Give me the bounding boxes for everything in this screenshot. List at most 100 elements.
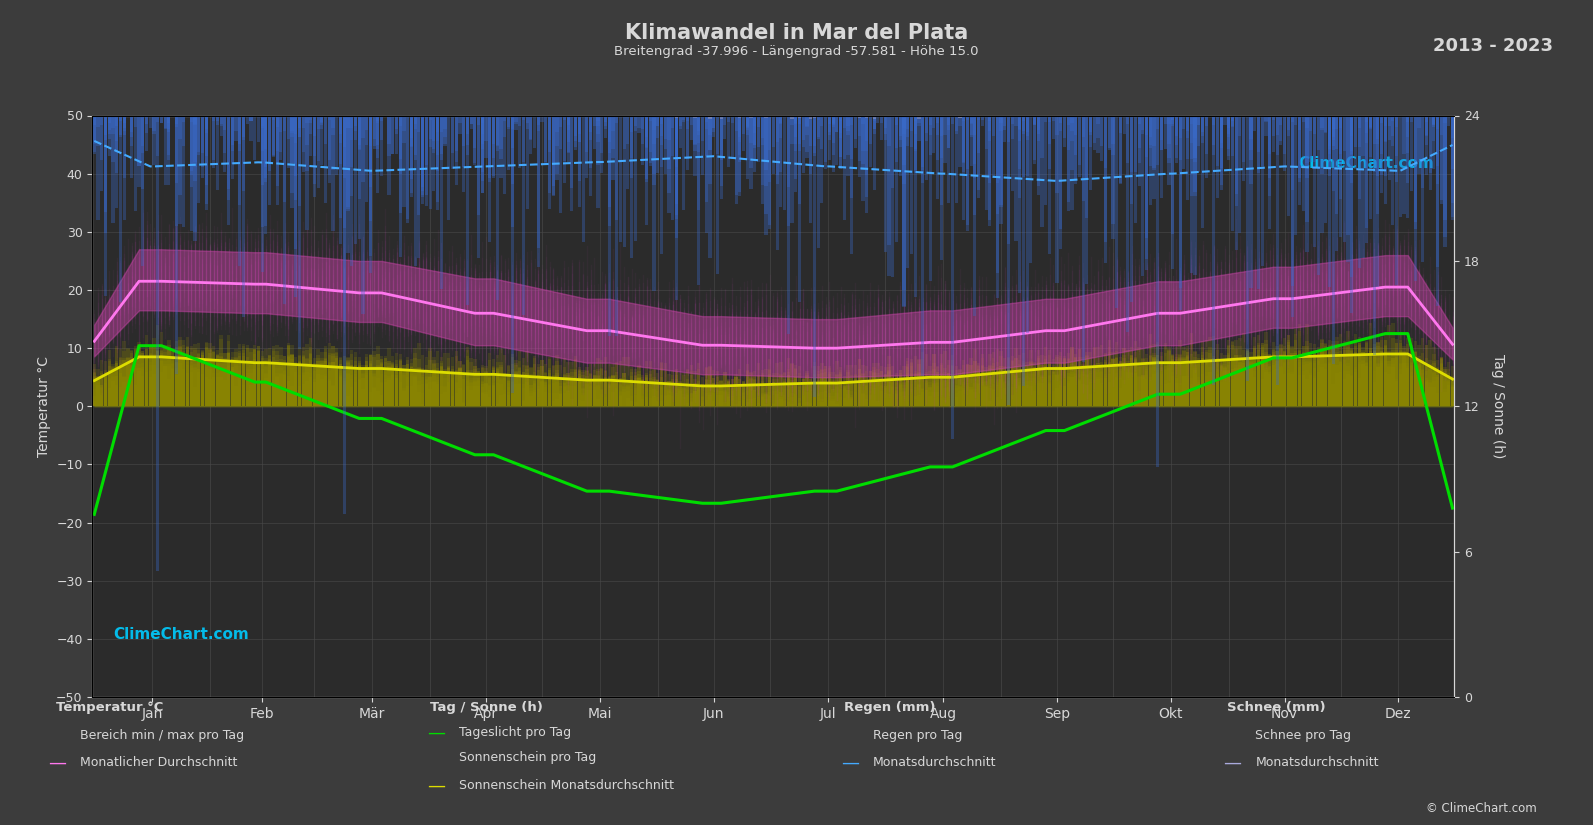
Bar: [272, 366, 276, 407]
Bar: [720, 116, 723, 160]
Bar: [835, 361, 838, 407]
Bar: [1168, 366, 1171, 407]
Bar: [250, 361, 253, 407]
Bar: [409, 367, 413, 407]
Bar: [1384, 334, 1388, 407]
Bar: [671, 116, 674, 220]
Bar: [790, 380, 793, 407]
Bar: [801, 116, 804, 148]
Bar: [451, 379, 454, 407]
Bar: [1085, 375, 1088, 407]
Bar: [895, 116, 898, 242]
Bar: [1340, 372, 1343, 407]
Bar: [272, 357, 276, 407]
Bar: [742, 116, 746, 151]
Bar: [1432, 116, 1435, 125]
Bar: [1309, 116, 1313, 162]
Bar: [712, 378, 715, 407]
Bar: [487, 385, 492, 407]
Bar: [309, 347, 312, 407]
Bar: [331, 116, 335, 134]
Bar: [884, 375, 887, 407]
Bar: [108, 116, 112, 156]
Bar: [1096, 363, 1099, 407]
Bar: [715, 395, 718, 407]
Bar: [787, 116, 790, 226]
Bar: [1451, 377, 1454, 407]
Bar: [231, 116, 234, 145]
Bar: [108, 116, 112, 124]
Bar: [1391, 116, 1394, 146]
Bar: [973, 383, 977, 407]
Bar: [593, 381, 596, 407]
Bar: [153, 338, 156, 407]
Bar: [526, 116, 529, 123]
Bar: [220, 372, 223, 407]
Bar: [648, 116, 652, 121]
Bar: [287, 116, 290, 167]
Bar: [1391, 367, 1394, 407]
Bar: [851, 116, 854, 198]
Bar: [999, 369, 1002, 407]
Bar: [1231, 116, 1235, 231]
Bar: [537, 116, 540, 266]
Bar: [1063, 366, 1066, 407]
Bar: [843, 386, 846, 407]
Bar: [346, 361, 350, 407]
Bar: [403, 370, 406, 407]
Bar: [298, 116, 301, 128]
Bar: [817, 394, 820, 407]
Bar: [159, 360, 162, 407]
Bar: [809, 116, 812, 173]
Bar: [409, 376, 413, 407]
Bar: [1141, 375, 1144, 407]
Bar: [1059, 116, 1063, 229]
Bar: [245, 361, 249, 407]
Bar: [1096, 116, 1099, 153]
Bar: [1391, 358, 1394, 407]
Bar: [977, 116, 980, 153]
Bar: [406, 373, 409, 407]
Bar: [1070, 362, 1074, 407]
Bar: [653, 116, 656, 186]
Bar: [193, 116, 196, 167]
Bar: [1007, 383, 1010, 407]
Bar: [704, 116, 707, 233]
Bar: [1321, 351, 1324, 407]
Bar: [1149, 345, 1152, 407]
Bar: [1026, 365, 1029, 407]
Bar: [398, 382, 401, 407]
Bar: [887, 382, 890, 407]
Bar: [335, 366, 338, 407]
Bar: [734, 377, 738, 407]
Bar: [771, 379, 776, 407]
Bar: [596, 116, 599, 165]
Bar: [999, 375, 1002, 407]
Bar: [484, 375, 487, 407]
Bar: [1354, 346, 1357, 407]
Bar: [245, 345, 249, 407]
Bar: [809, 403, 812, 407]
Bar: [1227, 370, 1230, 407]
Bar: [1279, 116, 1282, 144]
Bar: [1074, 357, 1077, 407]
Bar: [298, 116, 301, 348]
Bar: [1163, 346, 1168, 407]
Bar: [357, 116, 360, 239]
Bar: [704, 116, 707, 202]
Bar: [929, 392, 932, 407]
Bar: [421, 116, 424, 187]
Bar: [1032, 363, 1037, 407]
Bar: [354, 357, 357, 407]
Bar: [902, 384, 906, 407]
Bar: [290, 355, 293, 407]
Bar: [511, 116, 515, 228]
Bar: [1010, 116, 1013, 124]
Bar: [857, 387, 860, 407]
Bar: [1443, 373, 1446, 407]
Bar: [846, 389, 849, 407]
Bar: [1265, 332, 1268, 407]
Bar: [1451, 384, 1454, 407]
Bar: [237, 351, 242, 407]
Bar: [1231, 370, 1235, 407]
